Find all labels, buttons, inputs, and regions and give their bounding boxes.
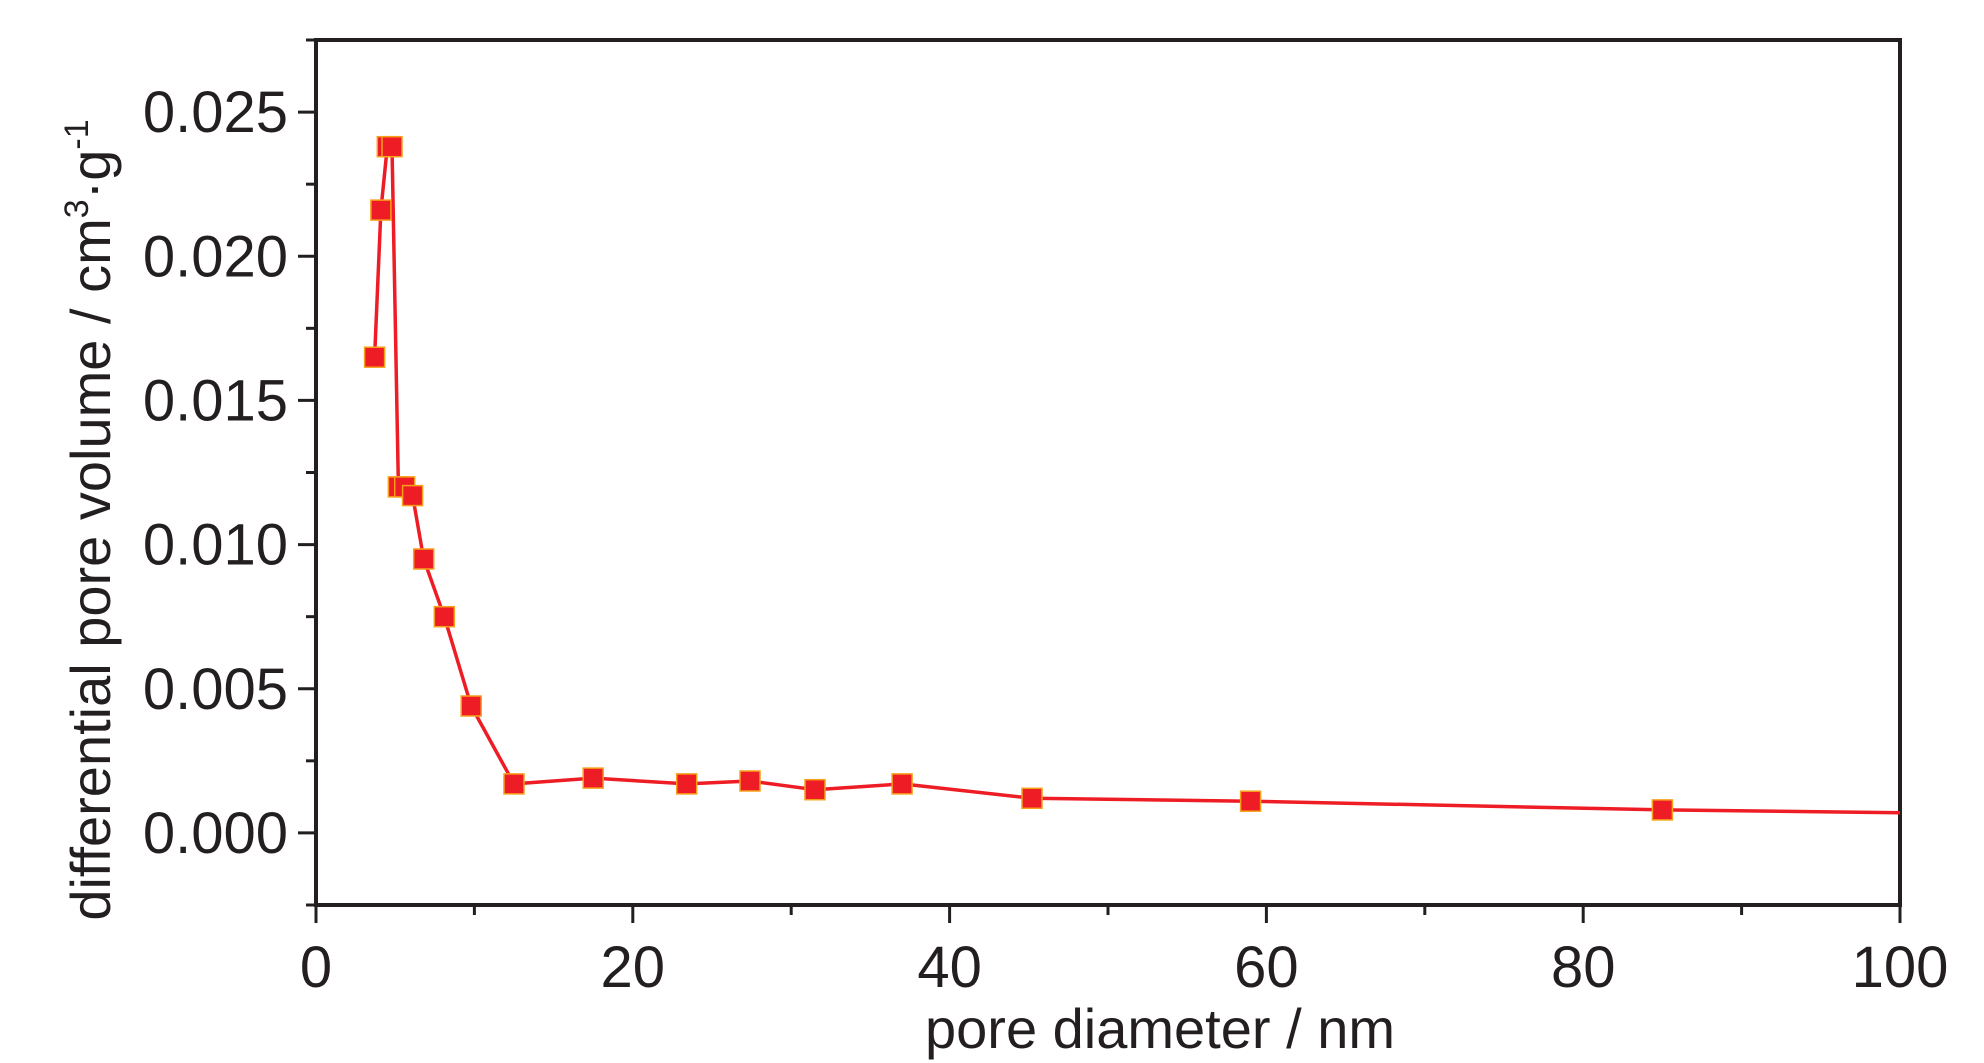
y-axis-title-sup2: -1 (58, 119, 96, 149)
y-axis-title: differential pore volume / cm3·g-1 (58, 119, 122, 920)
label-layer: 0 20 40 60 80 100 0.000 0.005 0.010 0.015 0.020 0.0… (143, 80, 1949, 1000)
data-point (891, 773, 913, 795)
y-axis-title-base: differential pore volume / cm (59, 218, 122, 920)
data-point (370, 199, 392, 221)
data-point (582, 767, 604, 789)
y-tick-label: 0.020 (143, 224, 288, 289)
y-axis-title-mid: ·g (59, 150, 122, 200)
data-point (412, 548, 435, 570)
data-point (1021, 787, 1043, 810)
data-point (363, 346, 386, 368)
x-tick-label: 20 (601, 935, 666, 1000)
x-tick-label: 80 (1551, 935, 1616, 1000)
y-tick-label: 0.000 (143, 801, 288, 866)
y-axis-title-sup1: 3 (58, 199, 96, 218)
data-point (1651, 799, 1674, 821)
x-tick-label: 100 (1852, 935, 1949, 1000)
data-point (1239, 790, 1262, 812)
x-tick-label: 60 (1234, 935, 1299, 1000)
y-tick-label: 0.025 (143, 80, 288, 145)
plot-frame (314, 38, 1902, 907)
axes-layer (298, 38, 1902, 923)
data-point (739, 770, 761, 792)
y-tick-label: 0.005 (143, 657, 288, 722)
data-point (433, 605, 456, 628)
data-point (381, 135, 403, 158)
data-point (401, 484, 424, 507)
data-point (503, 773, 525, 795)
data-point (460, 695, 482, 717)
x-tick-label: 0 (300, 935, 332, 1000)
x-tick-label: 40 (917, 935, 982, 1000)
data-point (804, 778, 826, 801)
x-axis-title: pore diameter / nm (925, 997, 1395, 1060)
y-tick-label: 0.015 (143, 368, 288, 433)
data-point (675, 773, 698, 795)
y-tick-label: 0.010 (143, 513, 288, 578)
data-layer (363, 135, 1901, 821)
series-line (372, 144, 1901, 815)
